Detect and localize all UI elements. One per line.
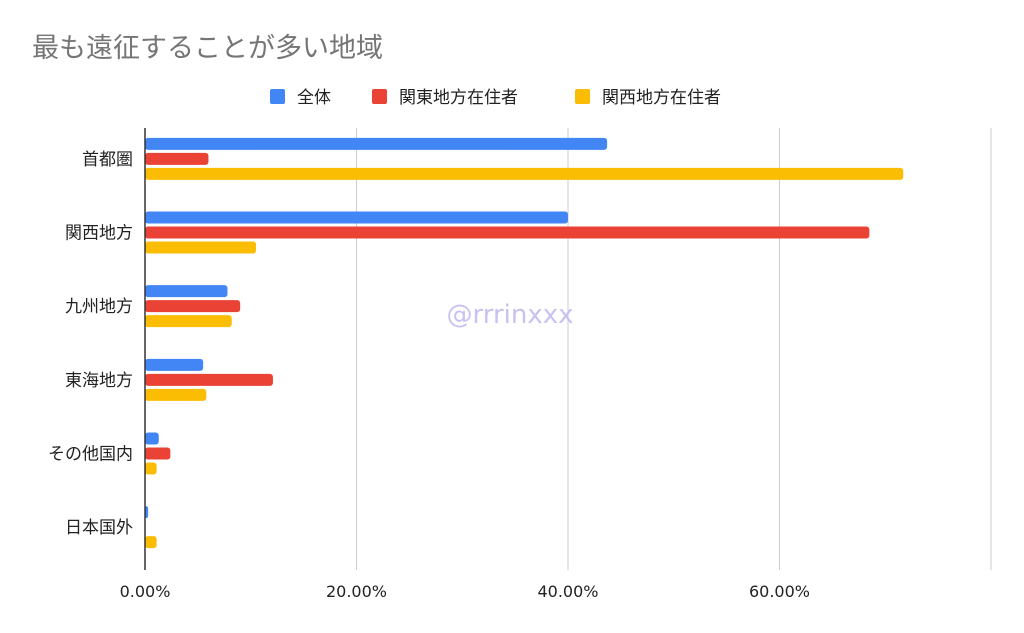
bar-kansai <box>145 536 157 549</box>
bar-kanto <box>145 300 241 313</box>
bar-kansai <box>145 462 157 475</box>
bar-kansai <box>145 241 257 254</box>
bar-kansai <box>145 315 232 328</box>
legend-swatch <box>372 89 387 104</box>
x-tick-label: 40.00% <box>537 582 598 601</box>
x-tick-label: 60.00% <box>749 582 810 601</box>
bar-total <box>145 358 204 371</box>
legend-label: 全体 <box>297 88 331 108</box>
x-tick-label: 20.00% <box>326 582 387 601</box>
chart-title: 最も遠征することが多い地域 <box>32 33 383 64</box>
category-label: 日本国外 <box>65 518 133 538</box>
legend-label: 関東地方在住者 <box>399 88 518 108</box>
legend-swatch <box>270 89 285 104</box>
bar-kanto <box>145 373 273 386</box>
bar-total <box>145 285 228 298</box>
category-label: 首都圏 <box>82 150 133 170</box>
bar-kanto <box>145 447 171 460</box>
category-label: その他国内 <box>48 445 133 465</box>
legend-swatch <box>575 89 590 104</box>
bar-kanto <box>145 226 870 239</box>
category-label: 東海地方 <box>65 371 133 391</box>
bar-total <box>145 506 149 519</box>
bar-total <box>145 432 159 445</box>
bar-kansai <box>145 388 207 401</box>
legend-label: 関西地方在住者 <box>602 88 721 108</box>
bar-kanto <box>145 152 209 165</box>
category-label: 関西地方 <box>65 224 133 244</box>
bar-kansai <box>145 167 904 180</box>
watermark: @rrrinxxx <box>446 300 573 330</box>
bar-total <box>145 137 608 150</box>
x-tick-label: 0.00% <box>120 582 171 601</box>
category-label: 九州地方 <box>65 297 133 317</box>
bar-total <box>145 211 568 224</box>
